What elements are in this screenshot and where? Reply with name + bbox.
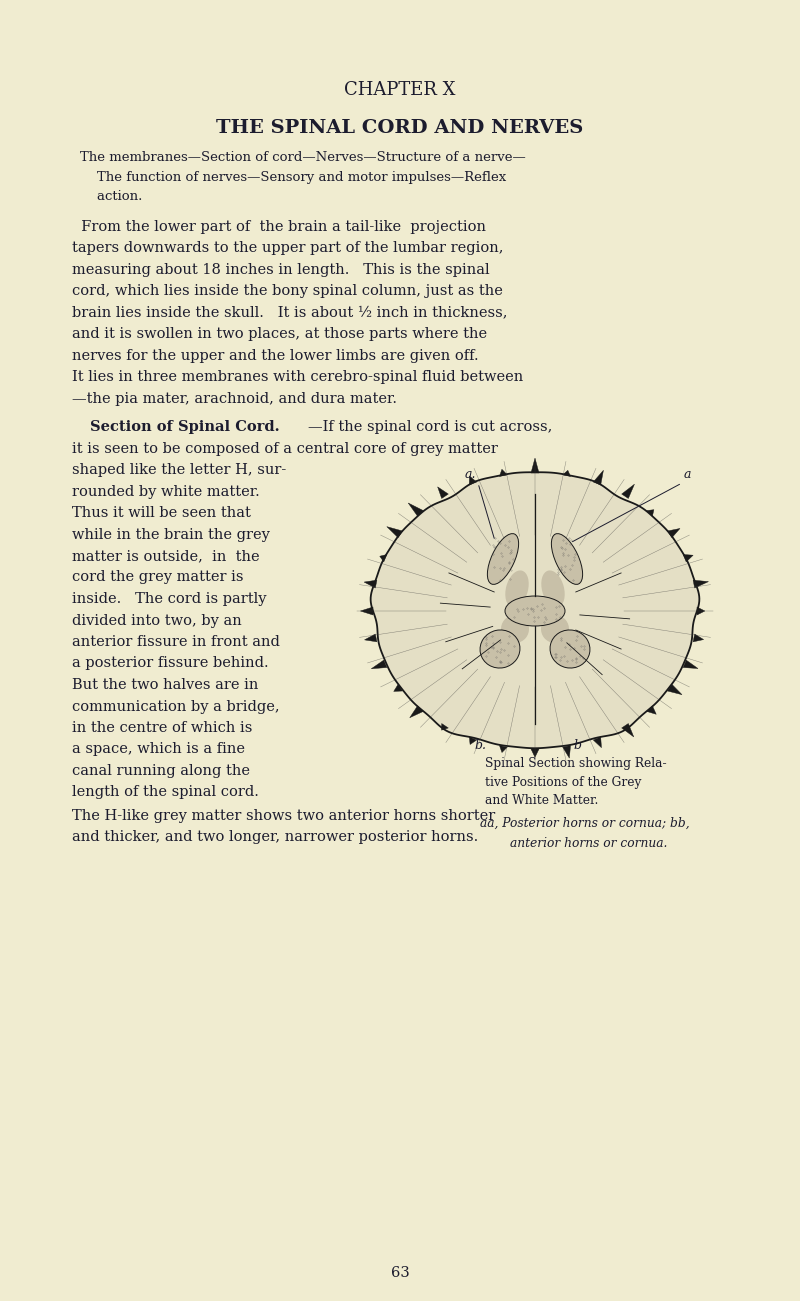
- Text: divided into two, by an: divided into two, by an: [72, 614, 242, 627]
- Text: measuring about 18 inches in length.   This is the spinal: measuring about 18 inches in length. Thi…: [72, 263, 490, 277]
- Text: a posterior fissure behind.: a posterior fissure behind.: [72, 657, 269, 670]
- Polygon shape: [693, 580, 709, 588]
- Ellipse shape: [506, 570, 529, 608]
- Polygon shape: [394, 684, 402, 691]
- Text: a: a: [683, 468, 690, 481]
- Polygon shape: [562, 745, 570, 758]
- Text: Thus it will be seen that: Thus it will be seen that: [72, 506, 251, 520]
- Polygon shape: [697, 608, 705, 615]
- Polygon shape: [438, 487, 448, 498]
- Ellipse shape: [541, 615, 569, 643]
- Polygon shape: [693, 634, 704, 641]
- Polygon shape: [360, 608, 373, 615]
- Text: shaped like the letter H, sur-: shaped like the letter H, sur-: [72, 463, 286, 477]
- Polygon shape: [646, 510, 654, 516]
- Text: CHAPTER X: CHAPTER X: [344, 81, 456, 99]
- Text: b.: b.: [474, 739, 486, 752]
- Polygon shape: [380, 554, 387, 562]
- Text: a.: a.: [464, 468, 476, 481]
- Text: in the centre of which is: in the centre of which is: [72, 721, 252, 735]
- Polygon shape: [470, 476, 477, 485]
- Text: But the two halves are in: But the two halves are in: [72, 678, 258, 692]
- Text: length of the spinal cord.: length of the spinal cord.: [72, 786, 259, 800]
- Ellipse shape: [505, 596, 565, 626]
- Polygon shape: [410, 705, 423, 718]
- Ellipse shape: [551, 533, 582, 584]
- Polygon shape: [499, 745, 507, 752]
- Polygon shape: [364, 580, 377, 588]
- Text: 63: 63: [390, 1266, 410, 1280]
- Text: communication by a bridge,: communication by a bridge,: [72, 700, 280, 713]
- Polygon shape: [594, 736, 602, 748]
- Polygon shape: [683, 660, 698, 669]
- Text: anterior horns or cornua.: anterior horns or cornua.: [510, 837, 667, 850]
- Text: It lies in three membranes with cerebro-spinal fluid between: It lies in three membranes with cerebro-…: [72, 369, 523, 384]
- Polygon shape: [531, 458, 539, 474]
- Text: and it is swollen in two places, at those parts where the: and it is swollen in two places, at thos…: [72, 327, 487, 341]
- Polygon shape: [562, 470, 570, 476]
- Text: action.: action.: [80, 190, 142, 203]
- Polygon shape: [646, 705, 656, 714]
- Text: brain lies inside the skull.   It is about ½ inch in thickness,: brain lies inside the skull. It is about…: [72, 306, 507, 320]
- Text: THE SPINAL CORD AND NERVES: THE SPINAL CORD AND NERVES: [216, 118, 584, 137]
- Text: The membranes—Section of cord—Nerves—Structure of a nerve—: The membranes—Section of cord—Nerves—Str…: [80, 151, 526, 164]
- Polygon shape: [667, 528, 680, 537]
- Polygon shape: [622, 723, 634, 736]
- Polygon shape: [365, 634, 377, 641]
- Text: and White Matter.: and White Matter.: [485, 794, 598, 807]
- Text: a space, which is a fine: a space, which is a fine: [72, 743, 245, 756]
- Text: Spinal Section showing Rela-: Spinal Section showing Rela-: [485, 757, 666, 770]
- Text: matter is outside,  in  the: matter is outside, in the: [72, 549, 260, 563]
- Ellipse shape: [550, 630, 590, 667]
- Ellipse shape: [487, 533, 518, 584]
- Text: cord the grey matter is: cord the grey matter is: [72, 571, 243, 584]
- Text: Section of Spinal Cord.: Section of Spinal Cord.: [90, 420, 280, 435]
- Text: The H-like grey matter shows two anterior horns shorter: The H-like grey matter shows two anterio…: [72, 809, 495, 824]
- Ellipse shape: [480, 630, 520, 667]
- Polygon shape: [531, 749, 539, 757]
- Text: and thicker, and two longer, narrower posterior horns.: and thicker, and two longer, narrower po…: [72, 830, 478, 844]
- Polygon shape: [371, 660, 387, 669]
- Ellipse shape: [542, 570, 565, 608]
- Text: —If the spinal cord is cut across,: —If the spinal cord is cut across,: [308, 420, 552, 435]
- Text: b: b: [573, 739, 581, 752]
- Text: it is seen to be composed of a central core of grey matter: it is seen to be composed of a central c…: [72, 441, 498, 455]
- Text: anterior fissure in front and: anterior fissure in front and: [72, 635, 280, 649]
- Text: nerves for the upper and the lower limbs are given off.: nerves for the upper and the lower limbs…: [72, 349, 478, 363]
- Polygon shape: [622, 484, 634, 498]
- Ellipse shape: [501, 615, 529, 643]
- Polygon shape: [667, 684, 682, 695]
- Text: —the pia mater, arachnoid, and dura mater.: —the pia mater, arachnoid, and dura mate…: [72, 392, 397, 406]
- Text: From the lower part of  the brain a tail-like  projection: From the lower part of the brain a tail-…: [72, 220, 486, 233]
- Text: aa, Posterior horns or cornua; bb,: aa, Posterior horns or cornua; bb,: [480, 817, 690, 830]
- Text: inside.   The cord is partly: inside. The cord is partly: [72, 592, 266, 606]
- Text: tapers downwards to the upper part of the lumbar region,: tapers downwards to the upper part of th…: [72, 241, 503, 255]
- Polygon shape: [442, 723, 448, 730]
- Text: tive Positions of the Grey: tive Positions of the Grey: [485, 775, 642, 788]
- Polygon shape: [370, 472, 699, 748]
- Polygon shape: [470, 736, 477, 744]
- Polygon shape: [594, 470, 603, 485]
- Polygon shape: [408, 503, 423, 516]
- Text: The function of nerves—Sensory and motor impulses—Reflex: The function of nerves—Sensory and motor…: [80, 170, 506, 183]
- Text: rounded by white matter.: rounded by white matter.: [72, 484, 260, 498]
- Text: cord, which lies inside the bony spinal column, just as the: cord, which lies inside the bony spinal …: [72, 284, 503, 298]
- Polygon shape: [387, 527, 402, 537]
- Polygon shape: [499, 470, 507, 476]
- Text: while in the brain the grey: while in the brain the grey: [72, 527, 270, 541]
- Polygon shape: [683, 554, 693, 562]
- Text: canal running along the: canal running along the: [72, 764, 250, 778]
